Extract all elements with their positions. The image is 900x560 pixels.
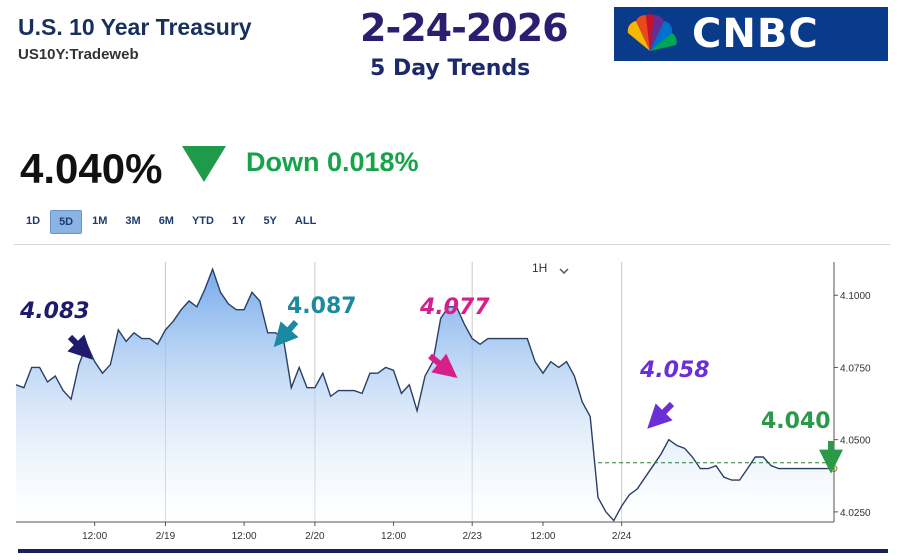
range-1y[interactable]: 1Y bbox=[231, 215, 246, 227]
interval-label[interactable]: 1H bbox=[532, 261, 547, 275]
range-ytd[interactable]: YTD bbox=[191, 215, 214, 227]
separator bbox=[14, 244, 890, 245]
range-1m[interactable]: 1M bbox=[92, 215, 108, 227]
x-tick-label: 12:00 bbox=[530, 531, 555, 542]
annotation-label: 4.058 bbox=[639, 358, 710, 383]
y-tick-label: 4.0250 bbox=[840, 508, 871, 519]
x-tick-label: 12:00 bbox=[82, 531, 107, 542]
peacock-icon bbox=[627, 14, 677, 51]
x-tick-label: 2/24 bbox=[612, 531, 632, 542]
range-5d[interactable]: 5D bbox=[50, 210, 83, 234]
cnbc-logo: CNBC bbox=[614, 7, 888, 61]
bottom-bar bbox=[18, 549, 888, 553]
annotation-label: 4.087 bbox=[287, 294, 357, 319]
annotation-arrow bbox=[273, 320, 299, 348]
range-all[interactable]: ALL bbox=[294, 215, 317, 227]
x-tick-label: 12:00 bbox=[381, 531, 406, 542]
instrument-title: U.S. 10 Year Treasury bbox=[18, 14, 252, 40]
down-triangle-icon bbox=[182, 146, 226, 182]
x-tick-label: 2/20 bbox=[305, 531, 325, 542]
range-5y[interactable]: 5Y bbox=[263, 215, 277, 227]
range-1d[interactable]: 1D bbox=[26, 215, 41, 227]
annotation-label: 4.083 bbox=[19, 299, 90, 324]
y-tick-label: 4.0750 bbox=[840, 363, 871, 374]
annotation-label: 4.077 bbox=[419, 295, 490, 320]
range-selector: 1D 5D 1M 3M 6M YTD 1Y 5Y ALL bbox=[18, 210, 326, 234]
x-tick-label: 2/23 bbox=[462, 531, 482, 542]
x-tick-label: 2/19 bbox=[156, 531, 176, 542]
annotation-label: 4.040 bbox=[761, 409, 831, 434]
annotation-arrow bbox=[647, 401, 675, 429]
y-tick-label: 4.0500 bbox=[840, 436, 871, 447]
current-price: 4.040% bbox=[20, 145, 163, 192]
chevron-down-icon[interactable] bbox=[559, 268, 569, 275]
x-tick-label: 12:00 bbox=[232, 531, 257, 542]
annotation-arrow bbox=[67, 334, 93, 360]
range-6m[interactable]: 6M bbox=[158, 215, 174, 227]
price-change: Down 0.018% bbox=[246, 147, 419, 177]
series-area bbox=[16, 269, 834, 522]
series-line bbox=[15, 267, 834, 522]
y-tick-label: 4.1000 bbox=[840, 291, 871, 302]
trend-subtitle: 5 Day Trends bbox=[370, 56, 531, 81]
annotation-arrow bbox=[428, 353, 458, 378]
range-3m[interactable]: 3M bbox=[125, 215, 141, 227]
instrument-symbol: US10Y:Tradeweb bbox=[18, 46, 139, 63]
logo-text: CNBC bbox=[692, 11, 819, 57]
date-heading: 2-24-2026 bbox=[360, 6, 569, 50]
